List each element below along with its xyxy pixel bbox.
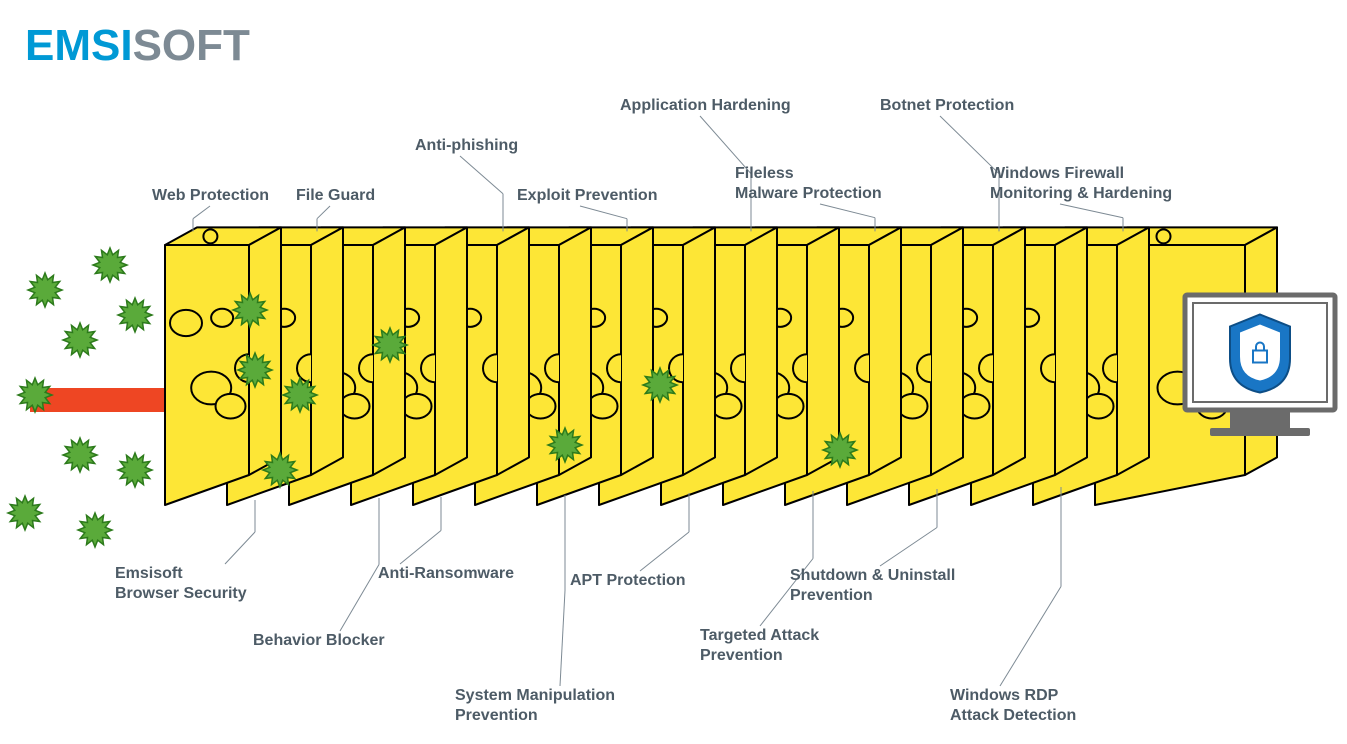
virus-icon (118, 298, 152, 332)
layer-label: Windows RDP (950, 687, 1059, 704)
cheese-hole (211, 309, 233, 327)
layer-label: Application Hardening (620, 97, 791, 114)
layer-label: Attack Detection (950, 707, 1076, 724)
layer-label: Targeted Attack (700, 627, 819, 644)
logo-part2: SOFT (133, 21, 250, 70)
virus-icon (63, 438, 97, 472)
layer-label: APT Protection (570, 572, 686, 589)
layer-label: Monitoring & Hardening (990, 185, 1172, 202)
layer-label: Prevention (790, 587, 873, 604)
cheese-hole (402, 394, 432, 419)
layer-label: Exploit Prevention (517, 187, 657, 204)
layer-label: System Manipulation (455, 687, 615, 704)
cheese-hole (774, 394, 804, 419)
cheese-hole (170, 310, 202, 336)
virus-icon (63, 323, 97, 357)
cheese-hole (526, 394, 556, 419)
cheese-hole (960, 394, 990, 419)
virus-icon (8, 496, 42, 530)
layer-label: Behavior Blocker (253, 632, 385, 649)
layer-label: Emsisoft (115, 565, 183, 582)
layer-label: Anti-phishing (415, 137, 518, 154)
layer-label: Windows Firewall (990, 165, 1124, 182)
cheese-hole (898, 394, 928, 419)
virus-icon (93, 248, 127, 282)
diagram-canvas: EMSISOFT Web Protection Emsisoft Browser Se… (0, 0, 1347, 744)
layer-label: File Guard (296, 187, 375, 204)
layer-label: Prevention (455, 707, 538, 724)
virus-icon (78, 513, 112, 547)
logo-part1: EMSI (25, 21, 133, 70)
layer-label: Anti-Ransomware (378, 565, 514, 582)
layer-label: Prevention (700, 647, 783, 664)
virus-icon (118, 453, 152, 487)
cheese-hole (216, 394, 246, 419)
cheese-hole (712, 394, 742, 419)
logo: EMSISOFT (25, 21, 250, 70)
layer-label: Web Protection (152, 187, 269, 204)
cheese-hole (1084, 394, 1114, 419)
layer-label: Botnet Protection (880, 97, 1014, 114)
cheese-hole (588, 394, 618, 419)
layer-label: Shutdown & Uninstall (790, 567, 955, 584)
cheese-hole (340, 394, 370, 419)
layer-label: Browser Security (115, 585, 247, 602)
layer-label: Malware Protection (735, 185, 882, 202)
virus-icon (28, 273, 62, 307)
layer-label: Fileless (735, 165, 794, 182)
